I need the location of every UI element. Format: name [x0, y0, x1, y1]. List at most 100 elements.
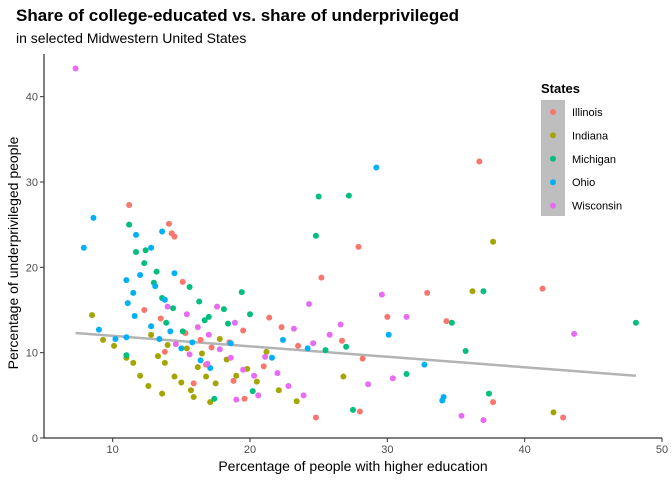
- point-wisconsin: [186, 351, 193, 358]
- point-wisconsin: [378, 291, 385, 298]
- legend-label-wisconsin: Wisconsin: [572, 201, 622, 213]
- point-illinois: [295, 342, 302, 349]
- point-michigan: [211, 395, 218, 402]
- x-axis-title: Percentage of people with higher educati…: [218, 458, 487, 474]
- point-indiana: [216, 336, 223, 343]
- point-michigan: [238, 289, 245, 296]
- y-tick-label: 10: [26, 348, 38, 360]
- point-indiana: [207, 399, 214, 406]
- point-wisconsin: [205, 331, 212, 338]
- point-michigan: [163, 319, 170, 326]
- point-ohio: [171, 270, 178, 277]
- point-indiana: [187, 387, 194, 394]
- y-axis-title: Percentage of underprivileged people: [5, 136, 21, 369]
- point-michigan: [126, 221, 133, 228]
- point-michigan: [312, 232, 319, 239]
- point-michigan: [632, 319, 639, 326]
- point-ohio: [95, 326, 102, 333]
- point-ohio: [130, 289, 137, 296]
- point-michigan: [196, 298, 203, 305]
- point-ohio: [123, 334, 130, 341]
- point-indiana: [194, 364, 201, 371]
- point-wisconsin: [300, 392, 307, 399]
- point-indiana: [203, 373, 210, 380]
- point-indiana: [164, 341, 171, 348]
- point-wisconsin: [214, 303, 221, 310]
- point-ohio: [385, 331, 392, 338]
- point-wisconsin: [389, 375, 396, 382]
- point-wisconsin: [337, 321, 344, 328]
- point-illinois: [179, 278, 186, 285]
- point-wisconsin: [216, 346, 223, 353]
- point-illinois: [240, 327, 247, 334]
- point-ohio: [178, 345, 185, 352]
- legend-key-ohio: [550, 179, 556, 186]
- point-illinois: [260, 363, 267, 370]
- point-illinois: [384, 313, 391, 320]
- point-illinois: [359, 355, 366, 362]
- legend-key-michigan: [550, 155, 556, 162]
- y-tick-label: 0: [32, 433, 38, 445]
- point-michigan: [153, 268, 160, 275]
- point-ohio: [189, 339, 196, 346]
- point-illinois: [165, 220, 172, 227]
- point-wisconsin: [231, 319, 238, 326]
- x-tick-label: 10: [107, 444, 119, 456]
- point-wisconsin: [403, 313, 410, 320]
- point-wisconsin: [240, 366, 247, 373]
- point-indiana: [171, 373, 178, 380]
- point-illinois: [312, 414, 319, 421]
- point-illinois: [208, 344, 215, 351]
- point-indiana: [148, 331, 155, 338]
- point-ohio: [161, 296, 168, 303]
- point-illinois: [230, 377, 237, 384]
- point-michigan: [179, 328, 186, 335]
- point-wisconsin: [306, 301, 313, 308]
- point-wisconsin: [274, 370, 281, 377]
- point-wisconsin: [172, 341, 179, 348]
- point-indiana: [198, 350, 205, 357]
- point-michigan: [133, 248, 140, 255]
- chart-title: Share of college-educated vs. share of u…: [16, 6, 459, 25]
- point-ohio: [159, 228, 166, 235]
- x-tick-label: 30: [381, 444, 393, 456]
- point-ohio: [131, 312, 138, 319]
- point-ohio: [124, 300, 131, 307]
- y-tick-label: 40: [26, 92, 38, 104]
- chart-subtitle: in selected Midwestern United States: [16, 30, 246, 46]
- legend-label-indiana: Indiana: [572, 130, 609, 142]
- point-illinois: [241, 395, 248, 402]
- point-wisconsin: [365, 381, 372, 388]
- point-illinois: [126, 202, 133, 209]
- point-indiana: [212, 380, 219, 387]
- point-ohio: [90, 214, 97, 221]
- point-illinois: [339, 337, 346, 344]
- point-michigan: [485, 390, 492, 397]
- point-michigan: [403, 371, 410, 377]
- point-indiana: [111, 342, 118, 349]
- x-tick-label: 20: [244, 444, 256, 456]
- legend-title: States: [541, 81, 580, 96]
- point-illinois: [197, 336, 204, 343]
- point-wisconsin: [194, 324, 201, 331]
- point-indiana: [275, 387, 282, 394]
- point-michigan: [141, 260, 148, 267]
- point-illinois: [560, 414, 567, 421]
- point-ohio: [373, 164, 380, 171]
- trend-line: [75, 331, 637, 377]
- y-tick-label: 20: [26, 262, 38, 274]
- x-tick-label: 40: [519, 444, 531, 456]
- legend-key-illinois: [550, 109, 556, 115]
- point-ohio: [279, 336, 286, 343]
- point-michigan: [315, 193, 322, 200]
- point-ohio: [227, 340, 234, 347]
- legend-key-wisconsin: [550, 202, 556, 209]
- legend: States Illinois Indiana Michigan Ohio Wiscon…: [541, 81, 622, 216]
- point-illinois: [141, 307, 148, 313]
- legend-label-ohio: Ohio: [572, 177, 595, 189]
- point-illinois: [161, 348, 168, 355]
- point-wisconsin: [458, 412, 465, 419]
- point-michigan: [170, 305, 177, 312]
- point-michigan: [205, 313, 212, 320]
